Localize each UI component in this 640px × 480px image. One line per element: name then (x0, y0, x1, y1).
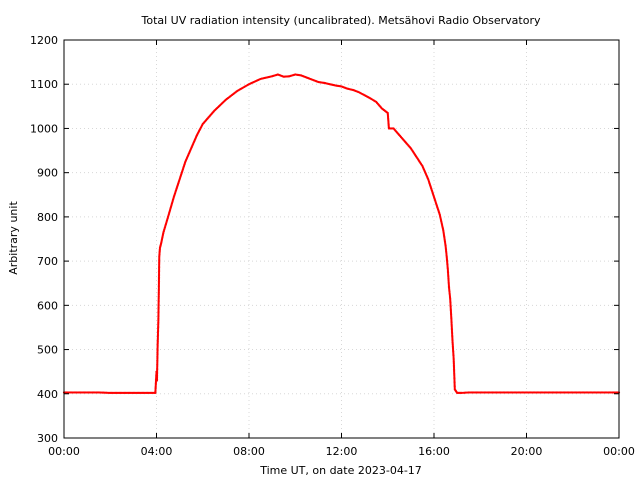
x-tick-label: 20:00 (511, 445, 543, 458)
y-tick-label: 500 (37, 344, 58, 357)
y-tick-label: 400 (37, 388, 58, 401)
y-tick-labels: 300 400 500 600 700 800 900 1000 1100 1200 (30, 34, 58, 445)
y-tick-label: 800 (37, 211, 58, 224)
x-tick-label: 00:00 (48, 445, 80, 458)
chart-title: Total UV radiation intensity (uncalibrat… (141, 14, 541, 27)
x-tick-label: 00:00 (603, 445, 635, 458)
x-tick-label: 12:00 (326, 445, 358, 458)
x-tick-label: 16:00 (418, 445, 450, 458)
y-axis-label: Arbitrary unit (7, 201, 20, 275)
y-tick-label: 1000 (30, 122, 58, 135)
data-points (62, 73, 621, 394)
y-tick-label: 1200 (30, 34, 58, 47)
y-tick-label: 700 (37, 255, 58, 268)
x-tick-label: 04:00 (141, 445, 173, 458)
y-tick-label: 300 (37, 432, 58, 445)
x-tick-label: 08:00 (233, 445, 265, 458)
plot-frame (63, 39, 620, 439)
y-tick-label: 1100 (30, 78, 58, 91)
y-tick-label: 900 (37, 167, 58, 180)
x-tick-labels: 00:00 04:00 08:00 12:00 16:00 20:00 00:00 (48, 445, 635, 458)
y-tick-label: 600 (37, 299, 58, 312)
grid-lines (64, 40, 619, 438)
x-axis-label: Time UT, on date 2023-04-17 (259, 464, 422, 477)
